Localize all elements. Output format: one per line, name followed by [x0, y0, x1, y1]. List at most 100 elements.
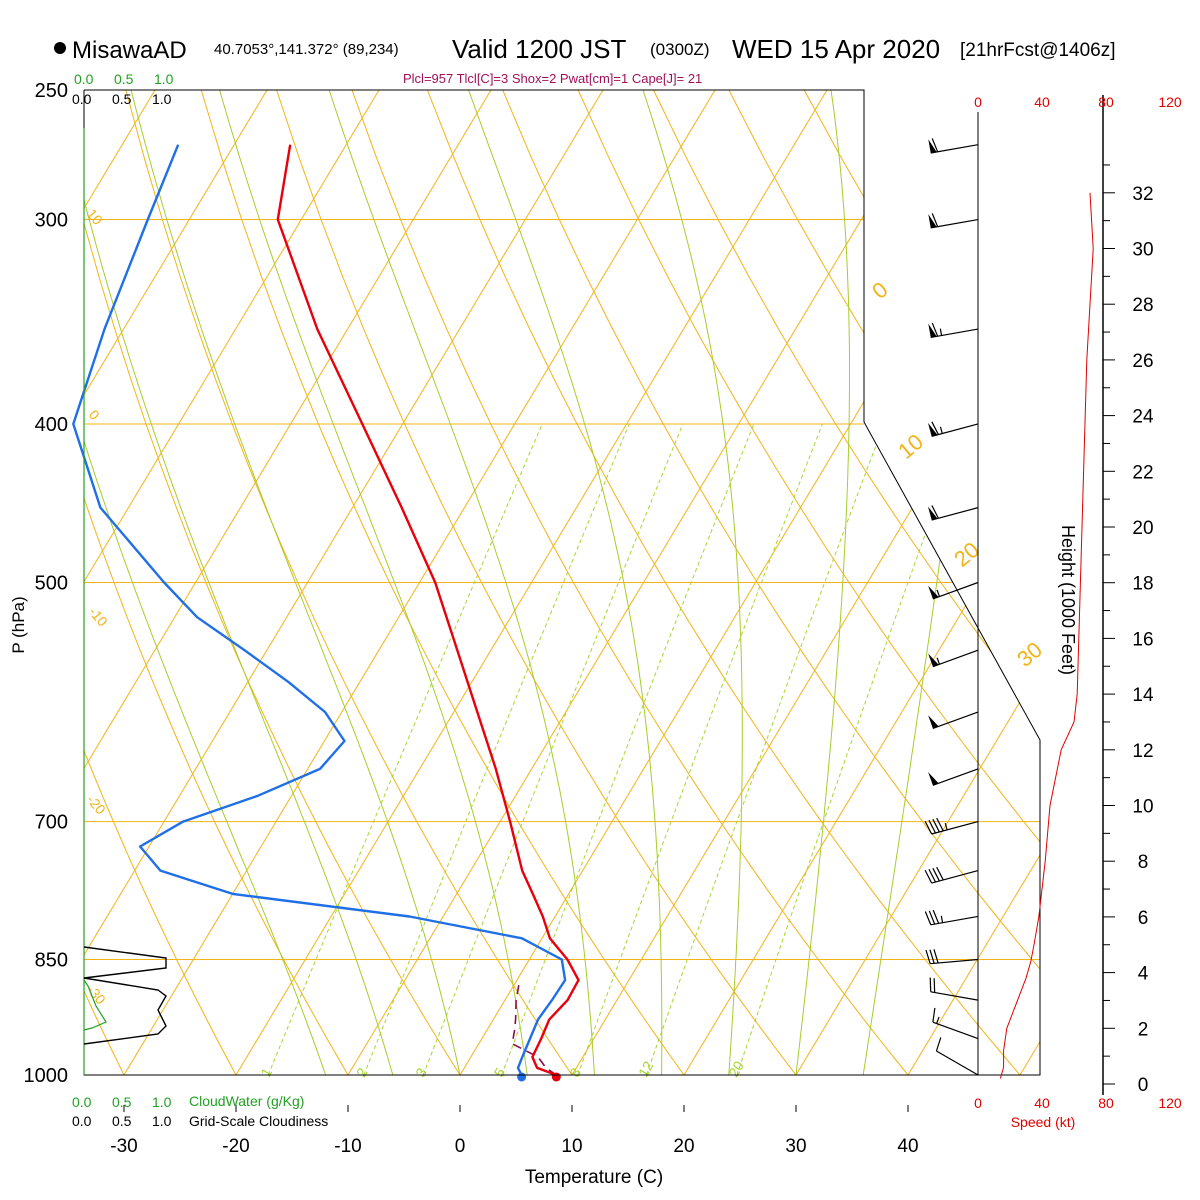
dry-adiabat-line: [276, 90, 797, 1075]
wind-barb-shaft: [931, 423, 979, 437]
isotherm-line: [123, 90, 716, 1075]
wind-barb: [928, 138, 979, 154]
x-tick-label: 0: [455, 1136, 466, 1157]
dry-adiabat-label: 0: [867, 277, 892, 304]
cloudwater-label: CloudWater (g/Kg): [189, 1093, 304, 1109]
pressure-label: 1000: [24, 1065, 69, 1087]
x-axis-title: Temperature (C): [525, 1167, 663, 1188]
x-tick-label: -20: [222, 1136, 249, 1157]
dry-adiabat-line: [84, 90, 461, 1075]
mixing-ratio-line: [501, 423, 755, 1075]
mixing-ratio-label: 5: [490, 1065, 508, 1080]
cloud-scale-top-label: 0.0: [74, 71, 94, 87]
wind-barb-half-flag: [939, 328, 943, 336]
moist-adiabat-line: [219, 90, 528, 1075]
wind-barb-pennant: [928, 506, 938, 521]
isotherm-line: [84, 90, 268, 1075]
cloud-water-profile: [83, 979, 107, 1031]
mixing-ratio-line: [363, 423, 630, 1075]
wind-barbs: [924, 138, 979, 1076]
dry-adiabat-line: [0, 90, 12, 1075]
dry-adiabat-line: [84, 90, 349, 1075]
pressure-label: 300: [35, 210, 68, 232]
wind-barb-shaft: [930, 991, 979, 1001]
mixing-ratio-line: [267, 423, 543, 1075]
wind-barb-flag: [924, 869, 933, 884]
height-speed-panel: 0246810121416182022242628303200404080801…: [974, 94, 1182, 1111]
wind-barb-shaft: [930, 915, 979, 926]
cloud-scale-top-label: 1.0: [152, 91, 172, 107]
wind-barb-flag: [932, 867, 940, 882]
speed-tick-label: 80: [1098, 94, 1114, 110]
moist-adiabat-line: [795, 90, 850, 1075]
wind-barb: [924, 909, 979, 926]
wind-barb-flag: [932, 909, 940, 924]
height-tick-label: 16: [1132, 629, 1153, 650]
mixing-ratio-line: [645, 423, 885, 1075]
moist-adiabat-line: [84, 90, 327, 1075]
dry-adiabat-label: 30: [1012, 637, 1047, 672]
pressure-label: 500: [35, 573, 68, 595]
isotherm-line: [571, 90, 1040, 1075]
cloud-scale-top-label: 0.5: [112, 91, 132, 107]
isotherm-label: 10: [84, 206, 106, 228]
height-tick-label: 26: [1132, 351, 1153, 372]
height-tick-label: 10: [1132, 797, 1153, 818]
wind-barb-pennant: [928, 139, 937, 154]
wind-barb-pennant: [928, 585, 939, 599]
speed-tick-label: 0: [974, 1095, 982, 1111]
wind-barb-half-flag: [940, 915, 944, 923]
wind-barb: [928, 213, 979, 229]
wind-barb-half-flag: [936, 589, 941, 597]
wind-barb-pennant: [928, 422, 938, 437]
wind-barb-shaft: [931, 820, 979, 835]
dry-adiabat-line: [84, 90, 237, 1075]
mixing-ratio-label: 12: [635, 1058, 657, 1080]
dry-adiabat-line: [1029, 90, 1040, 1075]
wind-barb-shaft: [932, 581, 979, 600]
speed-tick-label: 40: [1034, 1095, 1050, 1111]
chart-header: MisawaAD 40.7053°,141.372° (89,234) Vali…: [54, 34, 1116, 86]
mixing-ratio-line: [422, 423, 684, 1075]
height-tick-label: 4: [1138, 964, 1149, 985]
mixing-ratio-line: [577, 423, 823, 1075]
height-tick-label: 8: [1138, 852, 1149, 873]
x-tick-label: -30: [110, 1136, 137, 1157]
height-tick-label: 6: [1138, 908, 1149, 929]
height-tick-label: 14: [1132, 685, 1154, 706]
isotherm-line: [347, 90, 940, 1075]
wind-barb-flag: [924, 820, 933, 835]
wind-barb-flag: [933, 978, 936, 993]
mixing-ratio-label: 1: [257, 1065, 275, 1080]
wind-barb-flag: [936, 817, 944, 832]
wind-barb: [932, 1007, 979, 1040]
wind-barb-flag: [932, 1007, 936, 1023]
dry-adiabat-label: 10: [893, 429, 928, 464]
wind-barb-flag: [931, 421, 939, 435]
height-tick-label: 32: [1132, 184, 1153, 205]
wind-barb-flag: [931, 322, 939, 337]
speed-tick-label: 120: [1158, 1095, 1182, 1111]
height-tick-label: 0: [1138, 1075, 1149, 1096]
cloud-scale-top-label: 0.0: [72, 91, 92, 107]
height-tick-label: 18: [1132, 574, 1153, 595]
wind-barb-half-flag: [944, 822, 948, 831]
dry-adiabat-line: [351, 90, 909, 1075]
x-tick-label: 40: [897, 1136, 918, 1157]
dry-adiabat-line: [653, 90, 1040, 1075]
wind-barb-flag: [932, 818, 940, 833]
pressure-label: 850: [35, 950, 68, 972]
wind-barb: [925, 949, 979, 965]
cloud-scale-bottom-label: 1.0: [152, 1113, 172, 1129]
x-tick-label: 30: [785, 1136, 806, 1157]
wind-barb-half-flag: [936, 1016, 940, 1024]
height-tick-label: 22: [1132, 462, 1153, 483]
moist-adiabat-line: [642, 90, 743, 1075]
moist-adiabat-line: [468, 90, 663, 1075]
wind-barb-pennant: [928, 214, 937, 228]
x-tick-label: -10: [334, 1136, 361, 1157]
valid-utc: (0300Z): [650, 40, 710, 59]
cloud-scale-bottom-label: 0.5: [112, 1094, 132, 1110]
cloud-scale-top-label: 1.0: [154, 71, 174, 87]
